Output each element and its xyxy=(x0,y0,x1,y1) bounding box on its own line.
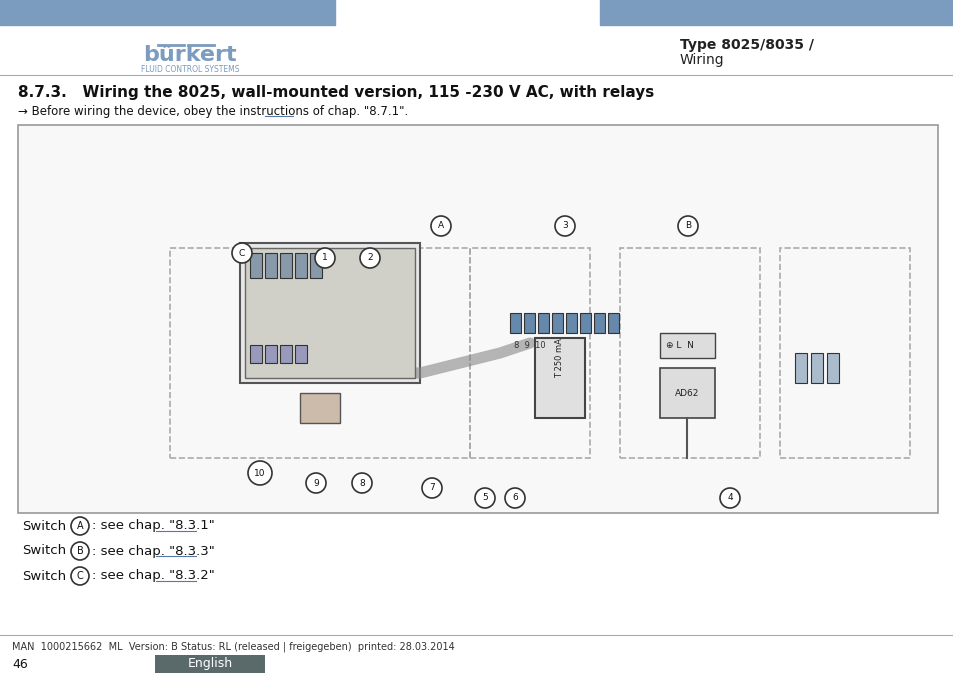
Bar xyxy=(310,253,322,278)
Text: 1: 1 xyxy=(322,254,328,262)
Text: Switch: Switch xyxy=(22,544,66,557)
Bar xyxy=(0,0,335,25)
Circle shape xyxy=(421,478,441,498)
Circle shape xyxy=(504,488,524,508)
Bar xyxy=(265,253,276,278)
Text: MAN  1000215662  ML  Version: B Status: RL (released | freigegeben)  printed: 28: MAN 1000215662 ML Version: B Status: RL … xyxy=(12,642,455,652)
Circle shape xyxy=(306,473,326,493)
Circle shape xyxy=(352,473,372,493)
Circle shape xyxy=(431,216,451,236)
Text: A: A xyxy=(76,521,83,531)
Text: Type 8025/8035 /: Type 8025/8035 / xyxy=(679,38,813,52)
Circle shape xyxy=(232,243,252,263)
Bar xyxy=(565,313,577,333)
Text: 2: 2 xyxy=(367,254,373,262)
FancyBboxPatch shape xyxy=(18,125,937,513)
Bar xyxy=(294,253,307,278)
Text: 7: 7 xyxy=(429,483,435,493)
Text: : see chap. "8.3.1": : see chap. "8.3.1" xyxy=(91,520,214,532)
Text: 8  9  10: 8 9 10 xyxy=(514,341,545,349)
Bar xyxy=(265,345,276,363)
Text: Wiring: Wiring xyxy=(679,53,724,67)
Circle shape xyxy=(720,488,740,508)
Bar xyxy=(280,345,292,363)
Bar xyxy=(240,243,419,383)
Text: English: English xyxy=(187,658,233,670)
Bar xyxy=(250,345,262,363)
Circle shape xyxy=(71,567,89,585)
Circle shape xyxy=(555,216,575,236)
Text: : see chap. "8.3.2": : see chap. "8.3.2" xyxy=(91,569,214,583)
Bar xyxy=(154,655,265,673)
Text: B: B xyxy=(76,546,83,556)
Bar xyxy=(537,313,548,333)
Bar xyxy=(250,253,262,278)
Text: T 250 mA: T 250 mA xyxy=(555,338,564,378)
Text: B: B xyxy=(684,221,690,230)
Text: 46: 46 xyxy=(12,658,28,672)
Text: ⊕ L  N: ⊕ L N xyxy=(665,341,693,351)
Bar xyxy=(535,338,584,418)
Bar xyxy=(599,0,953,25)
Text: 8.7.3.   Wiring the 8025, wall-mounted version, 115 -230 V AC, with relays: 8.7.3. Wiring the 8025, wall-mounted ver… xyxy=(18,85,654,100)
Text: AD62: AD62 xyxy=(674,388,699,398)
Circle shape xyxy=(678,216,698,236)
Text: Switch: Switch xyxy=(22,520,66,532)
Bar xyxy=(659,333,714,358)
Text: 4: 4 xyxy=(726,493,732,503)
Text: 3: 3 xyxy=(561,221,567,230)
Text: A: A xyxy=(437,221,443,230)
Bar xyxy=(299,393,339,423)
Circle shape xyxy=(475,488,495,508)
Bar xyxy=(245,248,415,378)
Text: 8: 8 xyxy=(358,479,364,487)
Circle shape xyxy=(248,461,272,485)
Text: C: C xyxy=(76,571,83,581)
Bar xyxy=(294,345,307,363)
Text: → Before wiring the device, obey the instructions of chap. "8.7.1".: → Before wiring the device, obey the ins… xyxy=(18,104,408,118)
Bar xyxy=(826,353,838,383)
Text: 10: 10 xyxy=(254,468,266,478)
Bar xyxy=(280,253,292,278)
Bar xyxy=(523,313,535,333)
Text: C: C xyxy=(238,248,245,258)
Bar xyxy=(794,353,806,383)
Bar xyxy=(510,313,520,333)
Circle shape xyxy=(359,248,379,268)
Bar xyxy=(594,313,604,333)
Text: Switch: Switch xyxy=(22,569,66,583)
Circle shape xyxy=(71,542,89,560)
Circle shape xyxy=(71,517,89,535)
Text: : see chap. "8.3.3": : see chap. "8.3.3" xyxy=(91,544,214,557)
Bar xyxy=(810,353,822,383)
Bar xyxy=(579,313,590,333)
Circle shape xyxy=(314,248,335,268)
Text: 6: 6 xyxy=(512,493,517,503)
Text: FLUID CONTROL SYSTEMS: FLUID CONTROL SYSTEMS xyxy=(141,65,239,73)
Text: 5: 5 xyxy=(481,493,487,503)
Bar xyxy=(607,313,618,333)
Bar xyxy=(552,313,562,333)
Bar xyxy=(659,368,714,418)
Text: 9: 9 xyxy=(313,479,318,487)
Text: bürkert: bürkert xyxy=(143,45,236,65)
